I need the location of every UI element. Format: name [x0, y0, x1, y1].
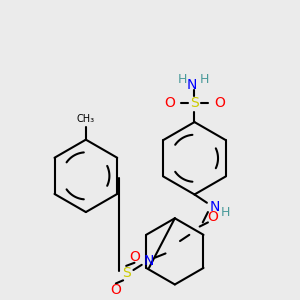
Text: N: N: [144, 254, 154, 268]
Text: O: O: [208, 210, 218, 224]
Text: O: O: [214, 96, 225, 110]
Text: CH₃: CH₃: [77, 114, 95, 124]
Text: N: N: [186, 78, 197, 92]
Text: H: H: [177, 73, 187, 86]
Text: O: O: [110, 283, 121, 297]
Text: O: O: [129, 250, 140, 264]
Text: H: H: [200, 73, 209, 86]
Text: S: S: [190, 96, 199, 110]
Text: S: S: [122, 266, 130, 280]
Text: O: O: [164, 96, 175, 110]
Text: N: N: [210, 200, 220, 214]
Text: H: H: [221, 206, 230, 219]
